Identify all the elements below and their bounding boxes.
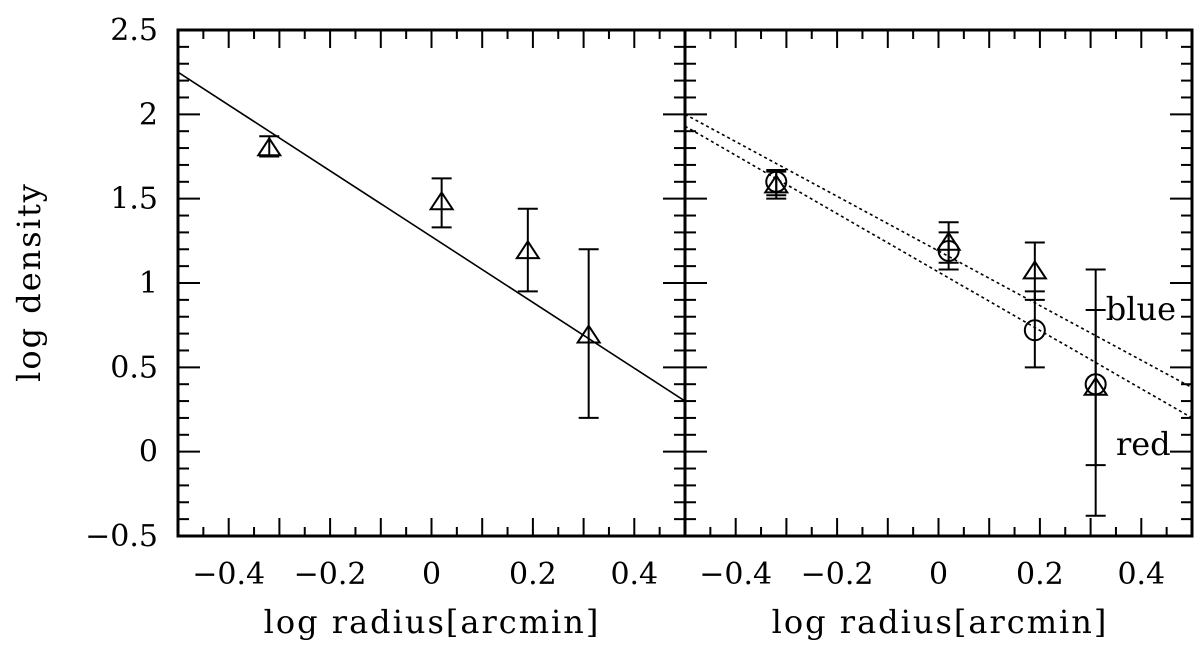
left-plot-frame	[176, 28, 687, 538]
left-x-axis-label: log radius[arcmin]	[264, 603, 601, 641]
right-circle-marker	[937, 239, 960, 262]
left-triangle-marker	[428, 190, 455, 211]
left-y-tick-label: 2.5	[110, 13, 158, 48]
right-circle-marker	[765, 170, 788, 193]
right-x-tick-label: 0.4	[1117, 557, 1165, 592]
right-circle-marker	[1084, 373, 1107, 396]
right-x-tick-label: −0.2	[801, 557, 874, 592]
left-y-tick-label: 1	[139, 266, 158, 301]
left-y-tick-label: 0.5	[110, 350, 158, 385]
right-triangle-marker	[1021, 259, 1048, 280]
right-annotation-red: red	[1116, 425, 1171, 463]
left-triangle-marker	[256, 136, 283, 157]
right-x-axis-label: log radius[arcmin]	[772, 603, 1109, 641]
left-x-tick-label: 0.2	[509, 557, 557, 592]
left-y-tick-label: −0.5	[85, 519, 158, 554]
left-triangle-marker	[514, 239, 541, 260]
right-annotation-blue: blue	[1106, 290, 1176, 328]
left-x-tick-label: 0.4	[610, 557, 658, 592]
left-fit-line-1	[178, 71, 685, 402]
left-panel: −0.4 −0.2 0 0.2 0.4 −0.5 0 0.5 1 1.5 2 2.5	[85, 13, 687, 592]
left-y-tick-label: 2	[139, 97, 158, 132]
right-x-tick-label: 0.2	[1016, 557, 1064, 592]
left-y-tick-label: 1.5	[110, 182, 158, 217]
right-circle-marker	[1023, 319, 1046, 342]
right-x-tick-label: −0.4	[699, 557, 772, 592]
y-axis-label: log density	[10, 182, 48, 382]
right-panel: −0.4 −0.2 0 0.2 0.4 blue red	[683, 28, 1194, 592]
left-x-tick-label: −0.2	[294, 557, 367, 592]
left-x-tick-label: −0.4	[192, 557, 265, 592]
left-x-tick-label: 0	[422, 557, 441, 592]
left-triangle-marker	[575, 323, 602, 344]
right-x-tick-label: 0	[929, 557, 948, 592]
right-fit-line-2	[685, 125, 1192, 419]
left-y-tick-label: 0	[139, 435, 158, 470]
